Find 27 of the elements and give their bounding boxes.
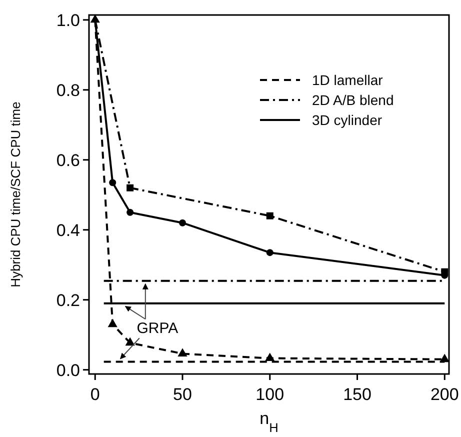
legend-label: 1D lamellar xyxy=(312,72,384,88)
point xyxy=(266,212,274,220)
legend-label: 3D cylinder xyxy=(312,112,382,128)
point xyxy=(266,249,274,256)
point xyxy=(178,348,188,356)
point xyxy=(126,184,134,192)
y-tick-label: 1.0 xyxy=(56,10,80,30)
y-axis-title: Hybrid CPU time/SCF CPU time xyxy=(8,102,23,288)
y-tick-label: 0.2 xyxy=(56,290,80,310)
x-tick-label: 200 xyxy=(430,385,459,404)
y-tick-label: 0.6 xyxy=(56,150,80,170)
y-tick-label: 0.8 xyxy=(56,80,80,100)
point xyxy=(125,337,135,346)
x-tick-label: 100 xyxy=(256,385,284,404)
point xyxy=(108,318,118,328)
point xyxy=(109,179,116,186)
x-axis-title: n$_{H}$ xyxy=(260,409,278,434)
y-tick-label: 0.4 xyxy=(56,220,80,240)
legend-label: 2D A/B blend xyxy=(312,92,394,108)
point xyxy=(126,208,134,216)
x-tick-label: 150 xyxy=(343,385,372,404)
y-tick-label: 0.0 xyxy=(56,360,80,380)
annotation: GRPA xyxy=(136,320,178,338)
x-tick-label: 0 xyxy=(90,385,100,404)
x-tick-label: 50 xyxy=(173,385,192,404)
point xyxy=(265,352,275,362)
point xyxy=(178,219,186,226)
